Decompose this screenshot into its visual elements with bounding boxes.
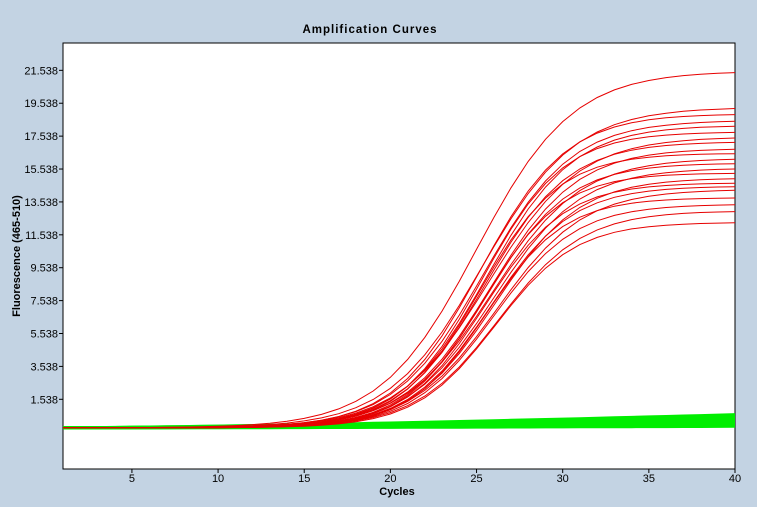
x-tick-label: 40: [729, 473, 741, 485]
y-tick-label: 17.538: [24, 131, 58, 143]
y-tick-label: 13.538: [24, 197, 58, 209]
x-tick-label: 10: [212, 473, 224, 485]
y-tick-label: 19.538: [24, 98, 58, 110]
y-tick-label: 21.538: [24, 65, 58, 77]
x-axis-ticks: 5 10 15 20 25 30 35 40: [129, 469, 741, 485]
y-tick-label: 7.538: [30, 296, 58, 308]
x-tick-label: 30: [557, 473, 569, 485]
y-tick-label: 9.538: [30, 263, 58, 275]
y-tick-label: 11.538: [25, 230, 58, 242]
x-tick-label: 15: [298, 473, 310, 485]
x-tick-label: 20: [384, 473, 396, 485]
curves-layer: [62, 72, 736, 430]
amplification-curve: [63, 222, 736, 429]
y-axis-title: Fluorescence (465-510): [11, 195, 23, 317]
x-axis-title: Cycles: [379, 486, 414, 498]
y-tick-label: 15.538: [24, 164, 58, 176]
y-tick-label: 5.538: [30, 329, 58, 341]
chart-title: Amplification Curves: [302, 24, 437, 36]
y-tick-label: 3.538: [30, 361, 58, 373]
y-axis-ticks: 1.538 3.538 5.538 7.538 9.538 11.538 13.538 15.…: [24, 65, 63, 406]
x-tick-label: 25: [470, 473, 482, 485]
x-tick-label: 35: [643, 473, 655, 485]
x-tick-label: 5: [129, 473, 135, 485]
y-tick-label: 1.538: [30, 394, 58, 406]
